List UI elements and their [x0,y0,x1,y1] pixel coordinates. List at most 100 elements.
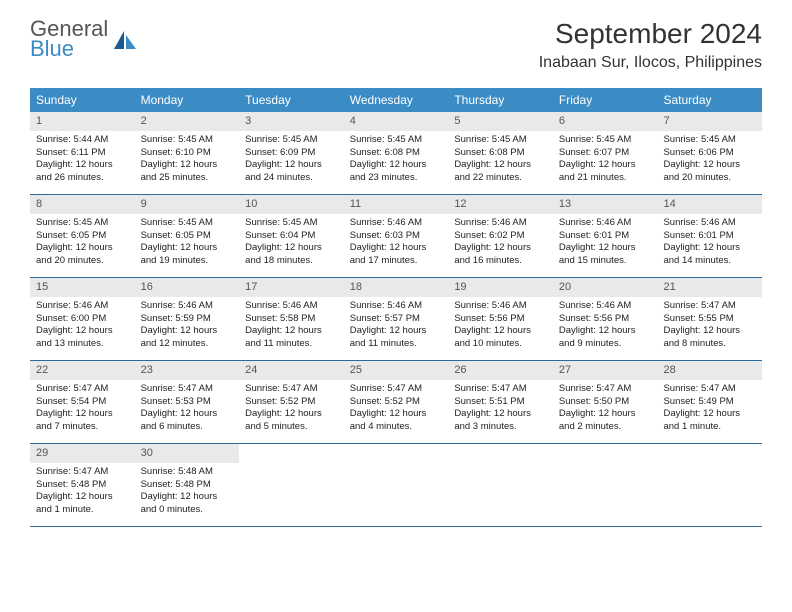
day-sunrise: Sunrise: 5:47 AM [245,383,338,396]
day-content: Sunrise: 5:45 AMSunset: 6:05 PMDaylight:… [30,217,135,272]
day-day1: Daylight: 12 hours [454,408,547,421]
day-number: 13 [553,195,658,214]
day-day1: Daylight: 12 hours [245,159,338,172]
day-content: Sunrise: 5:47 AMSunset: 5:52 PMDaylight:… [344,383,449,438]
day-day1: Daylight: 12 hours [36,325,129,338]
day-content: Sunrise: 5:47 AMSunset: 5:55 PMDaylight:… [657,300,762,355]
logo-line2: Blue [30,38,108,60]
day-sunrise: Sunrise: 5:46 AM [245,300,338,313]
day-day2: and 12 minutes. [141,338,234,351]
day-content: Sunrise: 5:46 AMSunset: 6:02 PMDaylight:… [448,217,553,272]
day-sunset: Sunset: 6:09 PM [245,147,338,160]
day-content: Sunrise: 5:46 AMSunset: 6:03 PMDaylight:… [344,217,449,272]
day-cell: 3Sunrise: 5:45 AMSunset: 6:09 PMDaylight… [239,112,344,194]
day-cell: 10Sunrise: 5:45 AMSunset: 6:04 PMDayligh… [239,195,344,277]
day-content: Sunrise: 5:46 AMSunset: 5:59 PMDaylight:… [135,300,240,355]
day-day1: Daylight: 12 hours [454,242,547,255]
day-cell: 18Sunrise: 5:46 AMSunset: 5:57 PMDayligh… [344,278,449,360]
day-sunrise: Sunrise: 5:45 AM [454,134,547,147]
day-content: Sunrise: 5:47 AMSunset: 5:51 PMDaylight:… [448,383,553,438]
day-number: 6 [553,112,658,131]
day-sunrise: Sunrise: 5:47 AM [559,383,652,396]
day-content: Sunrise: 5:46 AMSunset: 6:00 PMDaylight:… [30,300,135,355]
day-day1: Daylight: 12 hours [559,408,652,421]
day-number: 3 [239,112,344,131]
day-number: 20 [553,278,658,297]
page-header: General Blue September 2024 Inabaan Sur,… [0,0,792,80]
day-sunrise: Sunrise: 5:47 AM [350,383,443,396]
day-number: 2 [135,112,240,131]
weekday-header: Tuesday [239,88,344,112]
day-content: Sunrise: 5:45 AMSunset: 6:07 PMDaylight:… [553,134,658,189]
day-cell: 11Sunrise: 5:46 AMSunset: 6:03 PMDayligh… [344,195,449,277]
day-day2: and 26 minutes. [36,172,129,185]
day-cell: 5Sunrise: 5:45 AMSunset: 6:08 PMDaylight… [448,112,553,194]
month-title: September 2024 [539,18,762,50]
day-cell: 4Sunrise: 5:45 AMSunset: 6:08 PMDaylight… [344,112,449,194]
weekday-header: Thursday [448,88,553,112]
day-cell [553,444,658,526]
day-day2: and 15 minutes. [559,255,652,268]
day-cell [448,444,553,526]
day-cell: 26Sunrise: 5:47 AMSunset: 5:51 PMDayligh… [448,361,553,443]
day-content: Sunrise: 5:46 AMSunset: 6:01 PMDaylight:… [553,217,658,272]
day-number: 12 [448,195,553,214]
day-sunrise: Sunrise: 5:47 AM [36,466,129,479]
day-number: 22 [30,361,135,380]
day-cell: 30Sunrise: 5:48 AMSunset: 5:48 PMDayligh… [135,444,240,526]
day-sunrise: Sunrise: 5:44 AM [36,134,129,147]
weekday-header: Saturday [657,88,762,112]
day-sunrise: Sunrise: 5:47 AM [36,383,129,396]
day-number: 30 [135,444,240,463]
day-cell: 28Sunrise: 5:47 AMSunset: 5:49 PMDayligh… [657,361,762,443]
day-sunrise: Sunrise: 5:45 AM [559,134,652,147]
location-text: Inabaan Sur, Ilocos, Philippines [539,54,762,72]
sail-icon [112,29,138,51]
week-row: 1Sunrise: 5:44 AMSunset: 6:11 PMDaylight… [30,112,762,195]
day-sunrise: Sunrise: 5:46 AM [350,300,443,313]
day-number: 15 [30,278,135,297]
week-row: 15 Sunrise: 5:46 AMSunset: 6:00 PMDayligh… [30,278,762,361]
day-number: 5 [448,112,553,131]
day-day2: and 21 minutes. [559,172,652,185]
day-sunset: Sunset: 5:50 PM [559,396,652,409]
day-content: Sunrise: 5:45 AMSunset: 6:08 PMDaylight:… [344,134,449,189]
day-sunrise: Sunrise: 5:46 AM [141,300,234,313]
day-day2: and 11 minutes. [350,338,443,351]
day-number: 23 [135,361,240,380]
day-day2: and 3 minutes. [454,421,547,434]
day-sunset: Sunset: 6:07 PM [559,147,652,160]
day-number: 17 [239,278,344,297]
day-day1: Daylight: 12 hours [141,491,234,504]
day-day2: and 1 minute. [36,504,129,517]
day-sunset: Sunset: 6:04 PM [245,230,338,243]
day-day2: and 11 minutes. [245,338,338,351]
day-cell: 23 Sunrise: 5:47 AMSunset: 5:53 PMDayligh… [135,361,240,443]
day-day2: and 20 minutes. [663,172,756,185]
day-sunset: Sunset: 5:56 PM [559,313,652,326]
day-number: 21 [657,278,762,297]
day-number: 1 [30,112,135,131]
day-content: Sunrise: 5:47 AMSunset: 5:53 PMDaylight:… [135,383,240,438]
day-number: 14 [657,195,762,214]
day-sunset: Sunset: 6:08 PM [454,147,547,160]
day-sunrise: Sunrise: 5:46 AM [559,217,652,230]
day-sunset: Sunset: 6:05 PM [141,230,234,243]
day-sunset: Sunset: 6:02 PM [454,230,547,243]
day-sunset: Sunset: 5:52 PM [245,396,338,409]
day-day1: Daylight: 12 hours [454,325,547,338]
day-day2: and 23 minutes. [350,172,443,185]
day-sunrise: Sunrise: 5:45 AM [663,134,756,147]
day-day1: Daylight: 12 hours [36,491,129,504]
day-day1: Daylight: 12 hours [559,159,652,172]
day-sunset: Sunset: 6:01 PM [559,230,652,243]
day-sunset: Sunset: 5:52 PM [350,396,443,409]
day-day2: and 16 minutes. [454,255,547,268]
day-sunrise: Sunrise: 5:45 AM [350,134,443,147]
day-number: 9 [135,195,240,214]
day-sunset: Sunset: 6:03 PM [350,230,443,243]
day-day1: Daylight: 12 hours [36,159,129,172]
day-day1: Daylight: 12 hours [663,242,756,255]
day-number: 29 [30,444,135,463]
day-content: Sunrise: 5:47 AMSunset: 5:48 PMDaylight:… [30,466,135,521]
